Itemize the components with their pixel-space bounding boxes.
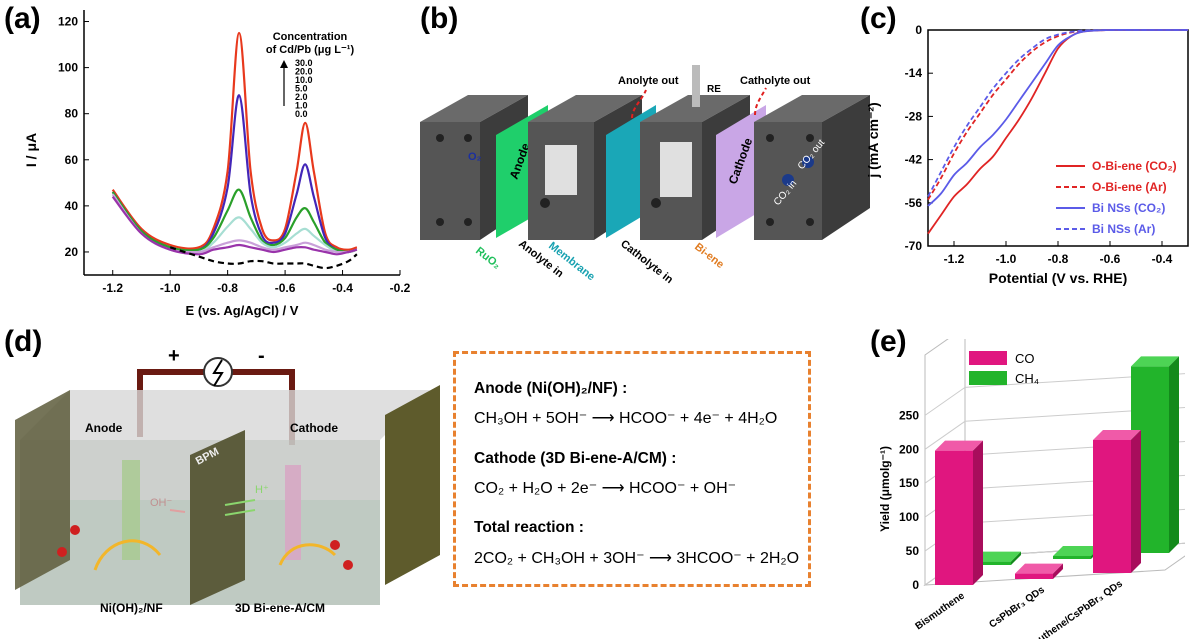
y-tick-label-e: 100 bbox=[899, 510, 919, 524]
y-tick-label-a: 40 bbox=[65, 199, 79, 213]
gridline-e bbox=[925, 387, 965, 415]
series-line-a bbox=[113, 33, 357, 250]
x-tick-label-a: -0.2 bbox=[390, 281, 411, 295]
legend-subtitle-a: of Cd/Pb (μg L⁻¹) bbox=[266, 44, 355, 56]
y-axis-label-c: j (mA cm⁻²) bbox=[865, 102, 881, 178]
y-axis-label-a: I / μA bbox=[23, 133, 39, 167]
y-tick-label-c: -56 bbox=[905, 196, 923, 210]
category-label-e: Bismuthene/CsPbBr₃ QDs bbox=[1016, 578, 1125, 639]
series-line-a bbox=[113, 95, 357, 252]
legend-entry-e: CH₄ bbox=[1015, 371, 1039, 386]
legend-entry-c: O-Bi-ene (CO₂) bbox=[1092, 159, 1177, 173]
bar-side-e bbox=[973, 441, 983, 585]
anode-text: Anode bbox=[85, 421, 123, 435]
ruo2-label: RuO₂ bbox=[473, 245, 503, 272]
plus-sign: + bbox=[168, 345, 180, 367]
right-electrode-label: 3D Bi-ene-A/CM bbox=[235, 601, 325, 615]
y-tick-label-a: 20 bbox=[65, 245, 79, 259]
y-tick-label-a: 120 bbox=[58, 15, 78, 29]
y-tick-label-e: 50 bbox=[906, 544, 920, 558]
oh-text: OH⁻ bbox=[150, 497, 173, 509]
x-tick-label-c: -1.0 bbox=[996, 252, 1017, 266]
right-wall bbox=[385, 385, 440, 585]
y-tick-label-c: -14 bbox=[905, 66, 923, 80]
legend-title-a: Concentration bbox=[273, 31, 348, 43]
legend-swatch-e bbox=[969, 351, 1007, 365]
anode-reaction-title: Anode (Ni(OH)₂/NF) : bbox=[474, 380, 627, 398]
bar-e bbox=[1053, 556, 1091, 559]
chart-c: 0 -14 -28 -42 -56 -70 -1.2 -1.0 -0.8 -0.6 -0.4 Pote… bbox=[860, 0, 1190, 320]
legend-entry-e: CO bbox=[1015, 351, 1035, 366]
legend-entry-a: 0.0 bbox=[295, 109, 308, 119]
bar-e bbox=[935, 451, 973, 585]
series-line-c bbox=[928, 30, 1188, 200]
y-tick-label-e: 150 bbox=[899, 476, 919, 490]
re-label: RE bbox=[707, 84, 721, 95]
legend-entry-c: Bi NSs (Ar) bbox=[1092, 222, 1155, 236]
y-tick-label-c: -28 bbox=[905, 109, 923, 123]
cathode-reaction-title: Cathode (3D Bi-ene-A/CM) : bbox=[474, 450, 676, 468]
y-tick-label-e: 250 bbox=[899, 408, 919, 422]
x-tick-label-c: -1.2 bbox=[944, 252, 965, 266]
x-tick-label-c: -0.6 bbox=[1100, 252, 1121, 266]
x-axis-label-c: Potential (V vs. RHE) bbox=[989, 270, 1127, 286]
legend-entry-c: Bi NSs (CO₂) bbox=[1092, 201, 1165, 215]
x-tick-label-a: -0.6 bbox=[275, 281, 296, 295]
cell-schematic: + - Anode Cathode BPM OH⁻ H⁺ Ni(OH)₂/NF … bbox=[0, 340, 445, 630]
category-label-e: Bismuthene bbox=[914, 590, 968, 632]
o2-label: O₂ bbox=[468, 151, 482, 163]
y-axis-label-e: Yield (μmolg⁻¹) bbox=[878, 446, 892, 532]
y-tick-label-c: -70 bbox=[905, 239, 923, 253]
bar-side-e bbox=[1131, 430, 1141, 573]
x-tick-label-a: -1.0 bbox=[160, 281, 181, 295]
flow-cell-diagram: Anode O₂ RE Cathode CO₂ in CO₂ out Anoly… bbox=[410, 0, 880, 310]
bar-e bbox=[1015, 574, 1053, 579]
chart-a: 20 40 60 80 100 120 -1.2 -1.0 -0.8 -0.6 -0.4 -0.2 E … bbox=[0, 0, 420, 320]
y-tick-label-e: 200 bbox=[899, 442, 919, 456]
cathode-reaction-equation: CO₂ + H₂O + 2e⁻ ⟶ HCOO⁻ + OH⁻ bbox=[474, 478, 736, 498]
h-text: H⁺ bbox=[255, 484, 269, 496]
legend-arrowhead-a bbox=[280, 60, 288, 68]
legend-swatch-e bbox=[969, 371, 1007, 385]
catholyte-in-label: Catholyte in bbox=[618, 238, 675, 286]
x-tick-label-a: -0.4 bbox=[332, 281, 353, 295]
legend-entry-c: O-Bi-ene (Ar) bbox=[1092, 180, 1167, 194]
y-tick-label-a: 100 bbox=[58, 61, 78, 75]
y-tick-label-a: 60 bbox=[65, 153, 79, 167]
chart-e: 0 50 100 150 200 250 Yield (μmolg⁻¹) Bismuthene… bbox=[865, 339, 1185, 639]
cathode-text: Cathode bbox=[290, 421, 338, 435]
left-electrode-label: Ni(OH)₂/NF bbox=[100, 601, 163, 615]
y-tick-label-c: -42 bbox=[905, 153, 923, 167]
x-tick-label-c: -0.4 bbox=[1152, 252, 1173, 266]
bi-ene-label: Bi-ene bbox=[692, 241, 726, 271]
anolyte-out-label: Anolyte out bbox=[618, 75, 679, 87]
minus-sign: - bbox=[258, 345, 265, 367]
category-label-e: CsPbBr₃ QDs bbox=[987, 584, 1047, 630]
bar-side-e bbox=[1169, 356, 1179, 553]
bar-e bbox=[1093, 440, 1131, 573]
x-tick-label-a: -0.8 bbox=[217, 281, 238, 295]
anode-electrode bbox=[122, 460, 140, 560]
cathode-end-plate bbox=[754, 95, 870, 240]
y-tick-label-c: 0 bbox=[915, 23, 922, 37]
x-tick-label-c: -0.8 bbox=[1048, 252, 1069, 266]
y-tick-label-a: 80 bbox=[65, 107, 79, 121]
catholyte-out-label: Catholyte out bbox=[740, 75, 811, 87]
anode-reaction-equation: CH₃OH + 5OH⁻ ⟶ HCOO⁻ + 4e⁻ + 4H₂O bbox=[474, 408, 777, 428]
total-reaction-title: Total reaction : bbox=[474, 519, 584, 537]
total-reaction-equation: 2CO₂ + CH₃OH + 3OH⁻ ⟶ 3HCOO⁻ + 2H₂O bbox=[474, 548, 799, 568]
reactions-box: Anode (Ni(OH)₂/NF) : CH₃OH + 5OH⁻ ⟶ HCOO… bbox=[453, 351, 811, 587]
x-tick-label-a: -1.2 bbox=[102, 281, 123, 295]
left-wall bbox=[15, 390, 70, 590]
y-tick-label-e: 0 bbox=[912, 578, 919, 592]
x-axis-label-a: E (vs. Ag/AgCl) / V bbox=[186, 303, 299, 318]
